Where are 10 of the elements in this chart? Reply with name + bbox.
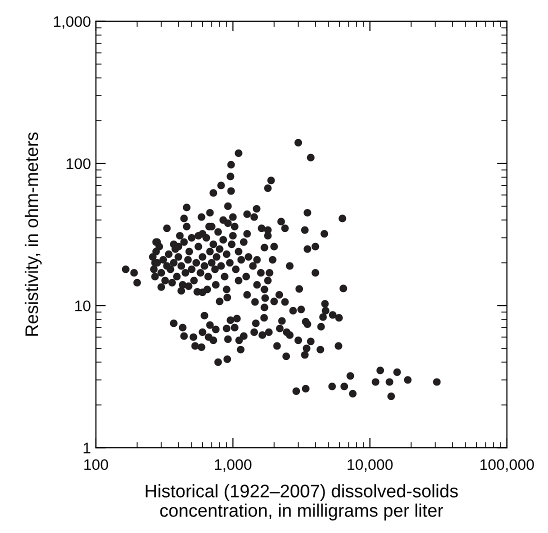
y-tick-label: 1 [84,442,90,454]
x-tick-label: 100,000 [480,459,534,472]
x-tick-label: 100 [84,459,108,470]
x-tick-label: 10,000 [348,459,393,472]
y-tick-label: 1,000 [54,16,90,29]
y-axis-title: Resistivity, in ohm-meters [24,132,42,336]
y-tick-label: 10 [75,300,90,312]
y-tick-label: 100 [66,158,90,170]
x-tick-label: 1,000 [214,459,252,472]
x-axis-title: Historical (1922–2007) dissolved-solids concentration, in milligrams per liter [146,484,458,520]
